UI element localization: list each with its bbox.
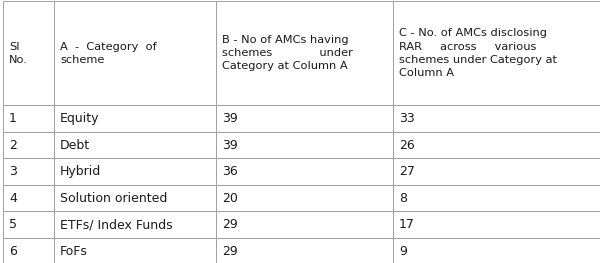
- Text: 33: 33: [399, 112, 415, 125]
- Text: 17: 17: [399, 218, 415, 231]
- Bar: [54, 1, 216, 105]
- Text: 39: 39: [222, 139, 238, 151]
- Bar: [216, 211, 393, 238]
- Text: 3: 3: [9, 165, 17, 178]
- Text: 29: 29: [222, 218, 238, 231]
- Bar: [216, 238, 393, 263]
- Text: ETFs/ Index Funds: ETFs/ Index Funds: [60, 218, 173, 231]
- Bar: [3, 158, 54, 185]
- Text: 5: 5: [9, 218, 17, 231]
- Text: 6: 6: [9, 245, 17, 258]
- Bar: [393, 238, 600, 263]
- Bar: [393, 211, 600, 238]
- Text: 36: 36: [222, 165, 238, 178]
- Bar: [393, 185, 600, 211]
- Text: FoFs: FoFs: [60, 245, 88, 258]
- Bar: [216, 1, 393, 105]
- Bar: [3, 132, 54, 158]
- Bar: [3, 238, 54, 263]
- Text: 2: 2: [9, 139, 17, 151]
- Text: Equity: Equity: [60, 112, 100, 125]
- Text: 29: 29: [222, 245, 238, 258]
- Text: 39: 39: [222, 112, 238, 125]
- Text: 26: 26: [399, 139, 415, 151]
- Bar: [216, 158, 393, 185]
- Bar: [393, 158, 600, 185]
- Bar: [3, 1, 54, 105]
- Text: Hybrid: Hybrid: [60, 165, 101, 178]
- Bar: [216, 185, 393, 211]
- Bar: [54, 132, 216, 158]
- Text: B - No of AMCs having
schemes             under
Category at Column A: B - No of AMCs having schemes under Cate…: [222, 35, 353, 72]
- Bar: [54, 105, 216, 132]
- Text: Debt: Debt: [60, 139, 90, 151]
- Bar: [393, 132, 600, 158]
- Bar: [54, 185, 216, 211]
- Text: 1: 1: [9, 112, 17, 125]
- Bar: [3, 105, 54, 132]
- Text: 9: 9: [399, 245, 407, 258]
- Bar: [216, 132, 393, 158]
- Text: 20: 20: [222, 192, 238, 205]
- Bar: [393, 105, 600, 132]
- Text: 4: 4: [9, 192, 17, 205]
- Bar: [54, 158, 216, 185]
- Text: A  -  Category  of
scheme: A - Category of scheme: [60, 42, 157, 65]
- Bar: [54, 211, 216, 238]
- Text: C - No. of AMCs disclosing
RAR     across     various
schemes under Category at
: C - No. of AMCs disclosing RAR across va…: [399, 28, 557, 78]
- Bar: [3, 211, 54, 238]
- Bar: [216, 105, 393, 132]
- Text: Sl
No.: Sl No.: [9, 42, 28, 65]
- Bar: [3, 185, 54, 211]
- Text: 27: 27: [399, 165, 415, 178]
- Bar: [393, 1, 600, 105]
- Text: Solution oriented: Solution oriented: [60, 192, 167, 205]
- Text: 8: 8: [399, 192, 407, 205]
- Bar: [54, 238, 216, 263]
